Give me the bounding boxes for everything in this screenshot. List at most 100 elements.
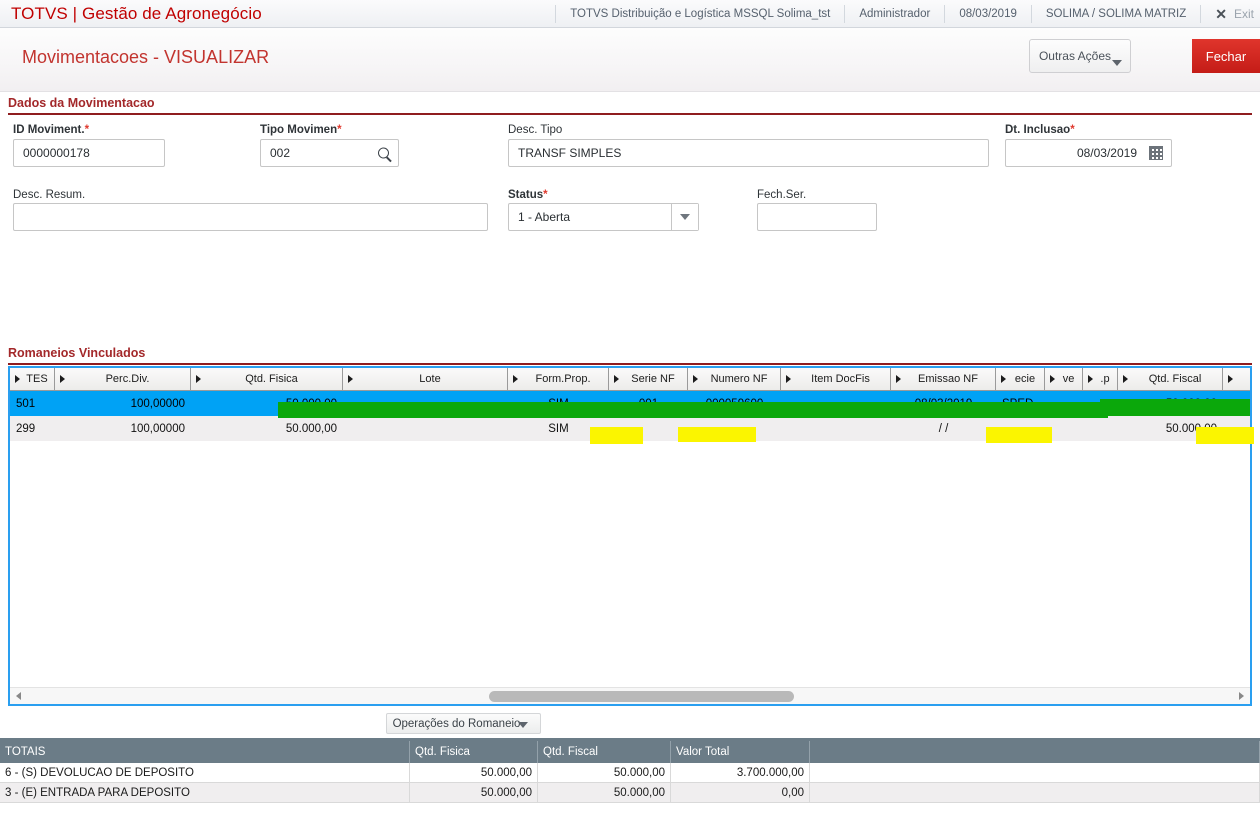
table-cell — [343, 391, 508, 416]
table-cell: 50.000,00 — [285, 397, 337, 410]
totals-cell: 0,00 — [671, 783, 810, 802]
arrow-right-icon — [348, 375, 353, 383]
label-desc-tipo: Desc. Tipo — [508, 124, 563, 136]
arrow-right-icon — [15, 375, 20, 383]
grid-column-header[interactable]: Qtd. Fiscal — [1118, 368, 1223, 391]
totals-cell: 3.700.000,00 — [671, 763, 810, 782]
grid-column-header[interactable]: ve — [1045, 368, 1083, 391]
topbar-date[interactable]: 08/03/2019 — [944, 4, 1031, 23]
totals-column-header: Qtd. Fiscal — [538, 741, 671, 763]
chevron-down-icon — [518, 722, 528, 728]
outras-acoes-button[interactable]: Outras Ações — [1029, 39, 1131, 73]
grid-column-header[interactable]: ecie — [996, 368, 1045, 391]
desc-tipo-input[interactable]: TRANSF SIMPLES — [508, 139, 989, 167]
grid-horizontal-scrollbar[interactable] — [10, 687, 1250, 704]
totals-row: 6 - (S) DEVOLUCAO DE DEPOSITO 50.000,00 50… — [0, 763, 1260, 783]
grid-column-header[interactable]: Emissao NF — [891, 368, 996, 391]
grid-column-header-label: Qtd. Fisica — [245, 373, 298, 385]
operacoes-do-romaneio-button[interactable]: Operações do Romaneio — [386, 713, 541, 734]
status-value: 1 - Aberta — [518, 210, 571, 224]
outras-acoes-label: Outras Ações — [1038, 49, 1112, 63]
table-cell — [1083, 391, 1118, 416]
table-cell: 299 — [16, 422, 36, 435]
id-moviment-input[interactable]: 0000000178 — [13, 139, 165, 167]
calendar-icon[interactable] — [1149, 146, 1163, 160]
grid-column-header-label: Item DocFis — [811, 373, 870, 385]
tipo-movimen-value: 002 — [270, 146, 291, 160]
status-select[interactable]: 1 - Aberta — [508, 203, 699, 231]
label-status: Status* — [508, 189, 548, 201]
romaneios-grid: TES Perc.Div. Qtd. Fisica Lote Form.Prop. Ser… — [8, 366, 1254, 706]
grid-column-header-label: Form.Prop. — [535, 373, 591, 385]
table-cell: 000059600 — [705, 397, 764, 410]
grid-column-header[interactable]: .p — [1083, 368, 1118, 391]
section-header-romaneios-vinculados: Romaneios Vinculados — [8, 346, 1252, 365]
grid-column-header-label: Perc.Div. — [105, 373, 150, 385]
grid-column-header[interactable]: Vlr. Unit — [1223, 368, 1250, 391]
grid-empty-area — [10, 441, 1250, 679]
totals-table: TOTAIS Qtd. Fisica Qtd. Fiscal Valor Total … — [0, 738, 1260, 803]
page-title: Movimentacoes - VISUALIZAR — [22, 47, 270, 67]
arrow-right-icon — [1001, 375, 1006, 383]
grid-column-header-label: Serie NF — [631, 373, 675, 385]
tipo-movimen-input[interactable]: 002 — [260, 139, 399, 167]
chevron-down-icon — [1112, 60, 1122, 66]
grid-column-header-label: TES — [26, 373, 48, 385]
arrow-right-icon — [1228, 375, 1233, 383]
grid-column-header[interactable]: Lote — [343, 368, 508, 391]
table-cell: 501 — [16, 397, 36, 410]
topbar-user[interactable]: Administrador — [844, 4, 944, 23]
table-cell: 08/03/2019 — [914, 397, 973, 410]
grid-column-header[interactable]: Qtd. Fisica — [191, 368, 343, 391]
table-cell: 100,00000 — [130, 422, 185, 435]
table-cell — [688, 416, 781, 441]
label-desc-resum: Desc. Resum. — [13, 189, 86, 201]
grid-column-header-label: .p — [1100, 373, 1110, 385]
label-fech-ser: Fech.Ser. — [757, 189, 807, 201]
grid-column-header-label: Emissao NF — [918, 373, 978, 385]
totals-top-divider — [0, 738, 1260, 741]
totals-cell: 50.000,00 — [410, 763, 538, 782]
table-cell — [781, 391, 891, 416]
grid-column-header[interactable]: Item DocFis — [781, 368, 891, 391]
grid-column-header[interactable]: Form.Prop. — [508, 368, 609, 391]
grid-column-header[interactable]: TES — [10, 368, 55, 391]
label-id-moviment: ID Moviment.* — [13, 124, 90, 136]
totals-cell: 3 - (E) ENTRADA PARA DEPOSITO — [0, 783, 410, 802]
topbar-environment[interactable]: TOTVS Distribuição e Logística MSSQL Sol… — [555, 4, 844, 23]
grid-column-header[interactable]: Perc.Div. — [55, 368, 191, 391]
totals-cell: 50.000,00 — [538, 763, 671, 782]
table-cell: 50.000,00 — [1165, 422, 1217, 435]
topbar-company[interactable]: SOLIMA / SOLIMA MATRIZ — [1030, 4, 1200, 23]
arrow-right-icon — [1123, 375, 1128, 383]
search-icon[interactable] — [378, 147, 389, 159]
fech-ser-input[interactable] — [757, 203, 877, 231]
totals-cell — [810, 763, 1260, 782]
arrow-right-icon[interactable] — [1233, 688, 1250, 705]
table-cell — [1083, 416, 1118, 441]
grid-column-header-label: Lote — [419, 373, 441, 385]
desc-resum-input[interactable] — [13, 203, 488, 231]
arrow-right-icon — [513, 375, 518, 383]
totals-column-header: TOTAIS — [0, 741, 410, 763]
app-brand-title: TOTVS | Gestão de Agronegócio — [11, 3, 262, 23]
exit-button[interactable]: ✕ Exit — [1200, 4, 1260, 23]
totals-header-row: TOTAIS Qtd. Fisica Qtd. Fiscal Valor Total — [0, 741, 1260, 763]
grid-header-row: TES Perc.Div. Qtd. Fisica Lote Form.Prop. Ser… — [10, 368, 1250, 391]
fechar-button[interactable]: Fechar — [1192, 39, 1260, 73]
totals-column-header: Qtd. Fisica — [410, 741, 538, 763]
dt-inclusao-input[interactable]: 08/03/2019 — [1005, 139, 1172, 167]
scrollbar-thumb[interactable] — [489, 690, 794, 702]
scrollbar-track[interactable] — [27, 688, 1233, 705]
arrow-left-icon[interactable] — [10, 688, 27, 705]
grid-column-header[interactable]: Numero NF — [688, 368, 781, 391]
table-row[interactable]: 501 100,00000 50.000,00 SIM 001 000059600 08/0… — [10, 391, 1250, 416]
status-dropdown-toggle[interactable] — [671, 204, 698, 230]
table-cell: 50.000,00 — [285, 422, 337, 435]
table-cell — [996, 416, 1045, 441]
application-top-bar: TOTVS | Gestão de Agronegócio TOTVS Dist… — [0, 0, 1260, 28]
grid-column-header-label: ve — [1062, 373, 1075, 385]
table-cell: SPED — [1002, 397, 1034, 410]
grid-column-header[interactable]: Serie NF — [609, 368, 688, 391]
